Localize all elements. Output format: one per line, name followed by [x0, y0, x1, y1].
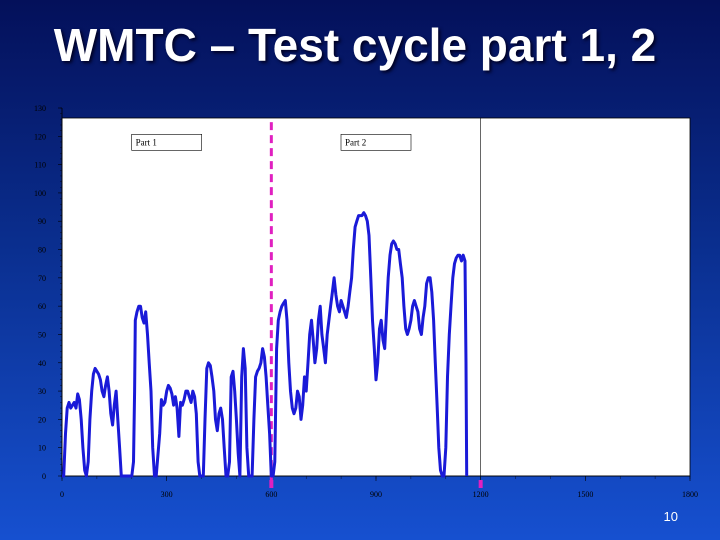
y-tick-label: 30 [38, 387, 46, 396]
x-tick-label: 600 [265, 490, 277, 499]
part-divider-marker [478, 480, 483, 488]
x-tick-label: 900 [370, 490, 382, 499]
plot-area [61, 117, 691, 477]
y-tick-label: 60 [38, 302, 46, 311]
y-tick-label: 10 [38, 444, 46, 453]
x-tick-label: 0 [60, 490, 64, 499]
x-tick-label: 1200 [473, 490, 489, 499]
y-tick-label: 40 [38, 359, 46, 368]
part-label-box [340, 134, 412, 151]
speed-series-line [62, 211, 469, 478]
x-tick-label: 300 [161, 490, 173, 499]
x-tick-label: 1800 [682, 490, 698, 499]
y-tick-label: 20 [38, 415, 46, 424]
y-tick-label: 90 [38, 217, 46, 226]
y-tick-label: 80 [38, 246, 46, 255]
y-tick-label: 50 [38, 330, 46, 339]
y-tick-label: 120 [34, 132, 46, 141]
y-tick-label: 0 [42, 472, 46, 481]
y-tick-label: 130 [34, 104, 46, 113]
part-label-box [131, 134, 202, 151]
page-number: 10 [663, 509, 678, 524]
part-label: Part 1 [136, 137, 157, 147]
speed-chart: 0 10 20 30 40 50 60 70 80 90 100 110 120 130 0 300 600 90… [34, 104, 698, 499]
slide-title: WMTC – Test cycle part 1, 2 [53, 19, 657, 71]
part-divider-marker [269, 480, 274, 488]
y-tick-label: 100 [34, 189, 46, 198]
x-tick-label: 1500 [577, 490, 593, 499]
chart-area: 0 10 20 30 40 50 60 70 80 90 100 110 120 130 0 300 600 90… [0, 96, 720, 506]
y-tick-label: 110 [34, 161, 46, 170]
part-label: Part 2 [345, 137, 366, 147]
y-tick-label: 70 [38, 274, 46, 283]
